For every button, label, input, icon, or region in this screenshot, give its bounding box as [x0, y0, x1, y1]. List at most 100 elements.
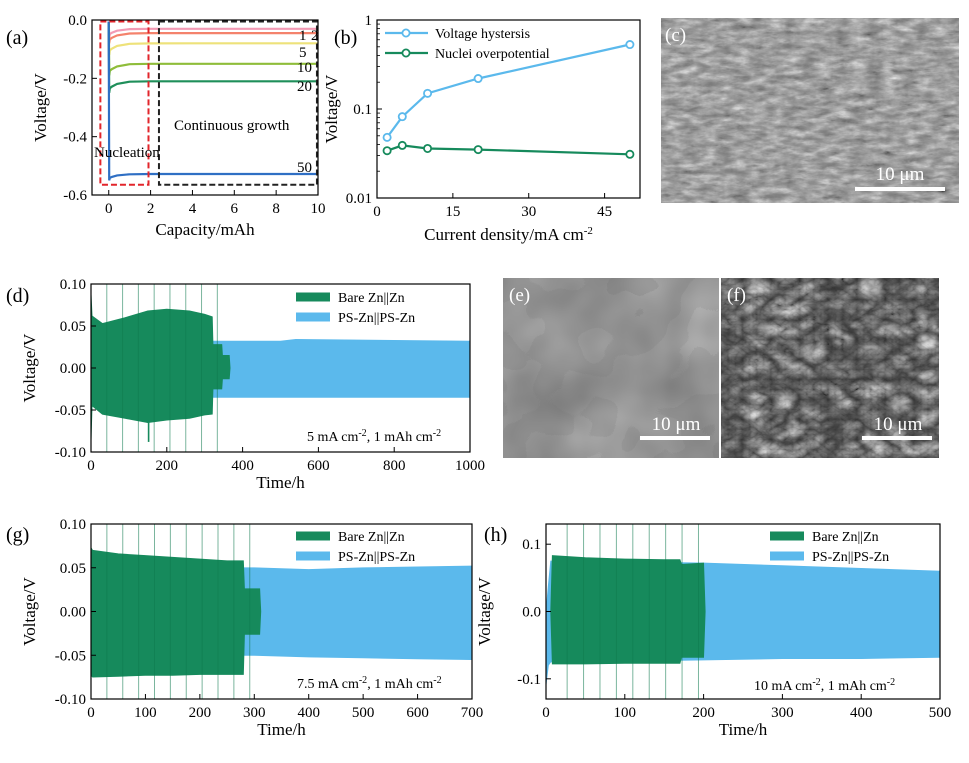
x-tick-label: 10: [311, 201, 326, 217]
x-axis-label: Time/h: [256, 473, 305, 492]
annotation-growth: Continuous growth: [174, 118, 290, 134]
y-tick-label: 0.00: [60, 605, 86, 621]
scale-label-c: 10 μm: [876, 164, 925, 185]
y-tick-label: 0.1: [522, 537, 541, 553]
legend-entry: PS-Zn||PS-Zn: [338, 550, 415, 565]
legend-entry: Bare Zn||Zn: [338, 291, 405, 306]
y-tick-label: -0.05: [55, 403, 86, 419]
curve-label-50: 50: [297, 160, 312, 176]
panel-label-c: (c): [665, 25, 686, 46]
x-tick-label: 400: [850, 705, 873, 721]
y-tick-label: 1: [365, 13, 373, 29]
y-tick-label: 0.00: [60, 361, 86, 377]
panel-label-g: (g): [6, 524, 29, 546]
series-line-50: [107, 21, 318, 181]
data-point: [625, 149, 635, 159]
condition-condition_tail_sup: -2: [433, 428, 441, 439]
condition-condition_sup: -2: [812, 677, 820, 688]
x-tick-label: 8: [272, 201, 280, 217]
legend-entry: Bare Zn||Zn: [338, 530, 405, 545]
panel-label-b: (b): [334, 27, 357, 49]
scale-label-f: 10 μm: [874, 414, 923, 435]
data-point: [473, 74, 483, 84]
condition-condition: 10 mA cm: [754, 679, 812, 694]
panel-label-f: (f): [727, 285, 746, 306]
sem-texture-c: [661, 18, 959, 203]
y-axis-label: Voltage/V: [31, 72, 50, 141]
series-band-1: [550, 555, 706, 665]
x-tick-label: 45: [597, 204, 612, 220]
x-tick-label: 6: [231, 201, 239, 217]
condition-condition_tail_sup: -2: [433, 675, 441, 686]
plot-area: [546, 524, 940, 699]
x-tick-label: 2: [147, 201, 155, 217]
x-tick-label: 0: [373, 204, 381, 220]
x-tick-label: 800: [383, 458, 406, 474]
condition-condition: 7.5 mA cm: [297, 677, 359, 692]
x-axis-label: Time/h: [257, 720, 306, 739]
legend-marker: [401, 48, 411, 58]
series-line-5: [107, 21, 318, 56]
x-tick-label: 4: [189, 201, 197, 217]
legend-entry: Nuclei overpotential: [435, 47, 550, 62]
y-tick-label: -0.6: [63, 188, 87, 204]
y-tick-label: -0.2: [63, 71, 87, 87]
data-point: [473, 145, 483, 155]
condition-condition_tail: , 1 mAh cm: [821, 679, 887, 694]
plot-area: [91, 284, 470, 452]
growth-box: [157, 20, 318, 186]
x-tick-label: 400: [231, 458, 254, 474]
x-axis-label: Capacity/mAh: [155, 220, 255, 239]
data-point: [382, 132, 392, 142]
condition-annotation: 5 mA cm-2, 1 mAh cm-2: [307, 428, 441, 446]
x-tick-label: 500: [929, 705, 952, 721]
y-tick-label: -0.05: [55, 648, 86, 664]
data-point: [423, 88, 433, 98]
y-tick-label: 0.1: [353, 102, 372, 118]
x-tick-label: 600: [406, 705, 429, 721]
condition-condition_tail: , 1 mAh cm: [367, 430, 433, 445]
x-tick-label: 300: [243, 705, 266, 721]
panel-label-e: (e): [509, 285, 530, 306]
x-tick-label: 1000: [455, 458, 485, 474]
sem-image-f: (f) 10 μm: [721, 278, 939, 458]
y-tick-label: -0.10: [55, 445, 86, 461]
curve-label-20: 20: [297, 79, 312, 95]
y-tick-label: 0.01: [346, 191, 372, 207]
condition-condition: 5 mA cm: [307, 430, 358, 445]
x-tick-label: 300: [771, 705, 794, 721]
y-tick-label: 0.0: [522, 605, 541, 621]
sem-image-e: (e) 10 μm: [503, 278, 719, 458]
x-tick-label: 200: [156, 458, 179, 474]
condition-annotation: 10 mA cm-2, 1 mAh cm-2: [754, 677, 895, 695]
sem-texture-f: [721, 278, 939, 458]
y-tick-label: -0.10: [55, 692, 86, 708]
y-tick-label: 0.10: [60, 277, 86, 293]
y-axis-label: Voltage/V: [20, 333, 39, 402]
x-tick-label: 15: [445, 204, 460, 220]
x-tick-label: 500: [352, 705, 375, 721]
condition-condition_sup: -2: [358, 428, 366, 439]
condition-condition_sup: -2: [359, 675, 367, 686]
y-axis-label: Voltage/V: [322, 74, 341, 143]
chart-b: Voltage hystersis Nuclei overpotential 0 15…: [322, 13, 641, 244]
x-tick-label: 200: [692, 705, 715, 721]
legend-entry: Bare Zn||Zn: [812, 530, 879, 545]
curve-label-1: 1: [299, 28, 307, 44]
x-axis-label: Current density/mA cm-2: [424, 225, 593, 244]
x-tick-label: 600: [307, 458, 330, 474]
condition-condition_tail_sup: -2: [887, 677, 895, 688]
y-tick-label: 0.0: [68, 13, 87, 29]
y-axis-label: Voltage/V: [20, 576, 39, 645]
scale-label-e: 10 μm: [652, 414, 701, 435]
sem-image-c: (c) 10 μm: [661, 18, 959, 203]
legend-entry: PS-Zn||PS-Zn: [338, 311, 415, 326]
legend-entry: Voltage hystersis: [435, 27, 530, 42]
x-tick-label: 700: [461, 705, 484, 721]
curve-label-2: 2: [311, 28, 319, 44]
x-tick-label: 100: [134, 705, 157, 721]
data-point: [397, 112, 407, 122]
